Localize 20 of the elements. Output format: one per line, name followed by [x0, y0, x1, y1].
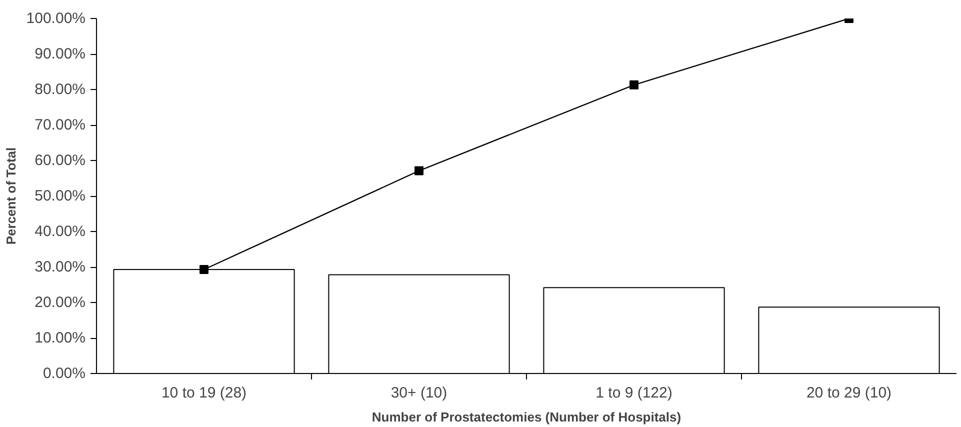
y-tick-label: 30.00% [34, 258, 86, 276]
point [630, 80, 638, 90]
y-tick-label: 60.00% [34, 152, 86, 169]
x-tick-label: 20 to 29 (10) [806, 384, 892, 402]
y-tick-label: 50.00% [34, 188, 86, 204]
y-tick-label: 80.00% [34, 81, 86, 98]
x-tick-label: 1 to 9 (122) [596, 384, 672, 402]
y-tick-label: 90.00% [34, 46, 86, 62]
point [414, 166, 424, 176]
y-axis-title: Percent of Total [3, 147, 18, 245]
y-tick-label: 20.00% [34, 294, 86, 311]
y-tick-label: 40.00% [34, 223, 86, 240]
x-axis-title: Number of Prostatectomies (Number of Hospitals) [372, 410, 682, 424]
point [200, 264, 208, 274]
y-tick-label: 100.00% [26, 10, 86, 27]
y-tick-label: 10.00% [34, 330, 86, 346]
x-tick-label: 30+ (10) [390, 384, 448, 402]
y-tick-label: 0.00% [42, 365, 86, 382]
x-tick-label: 10 to 19 (28) [161, 384, 247, 402]
y-tick-label: 70.00% [34, 116, 86, 134]
